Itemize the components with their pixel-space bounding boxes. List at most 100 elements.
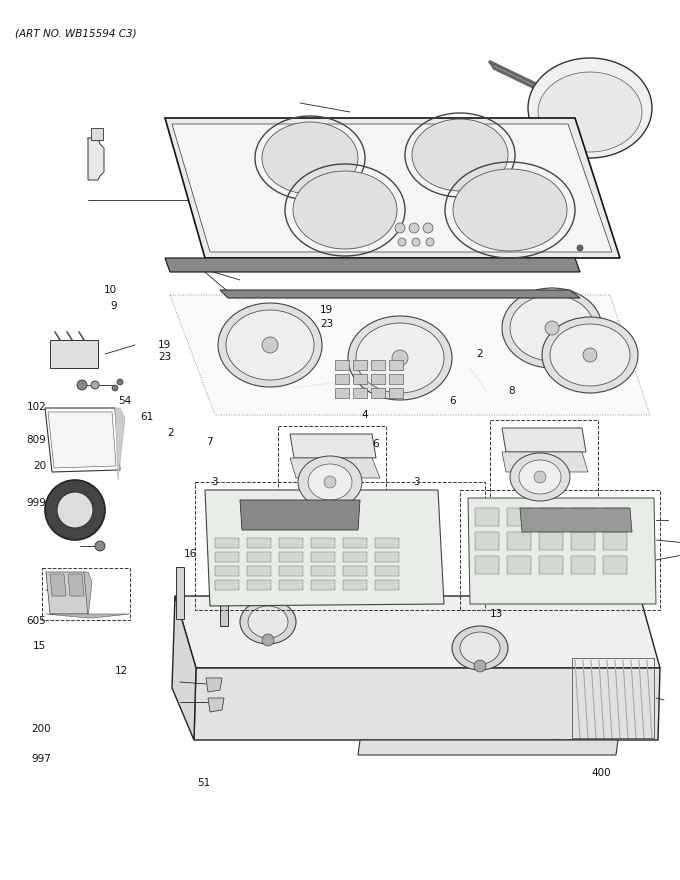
Text: 997: 997: [31, 753, 51, 764]
Bar: [343, 580, 367, 590]
Circle shape: [91, 381, 99, 389]
Circle shape: [423, 223, 433, 233]
Polygon shape: [45, 408, 120, 472]
Ellipse shape: [356, 323, 444, 393]
Text: 102: 102: [27, 401, 46, 412]
Text: 4: 4: [362, 410, 369, 421]
Bar: [215, 580, 239, 590]
Bar: [371, 388, 385, 398]
Polygon shape: [220, 290, 580, 298]
Ellipse shape: [226, 310, 314, 380]
Bar: [335, 360, 349, 370]
Bar: [460, 490, 660, 610]
Ellipse shape: [550, 324, 630, 386]
Bar: [603, 532, 627, 550]
Polygon shape: [290, 458, 380, 478]
Bar: [389, 360, 403, 370]
Text: 605: 605: [27, 616, 46, 627]
Text: 3: 3: [211, 477, 218, 488]
Text: 2: 2: [167, 428, 173, 438]
Ellipse shape: [528, 58, 652, 158]
Bar: [278, 426, 386, 534]
Ellipse shape: [262, 122, 358, 194]
Bar: [42, 568, 130, 620]
Ellipse shape: [510, 295, 594, 361]
Bar: [475, 556, 499, 574]
Bar: [353, 374, 367, 384]
Ellipse shape: [412, 119, 508, 191]
Polygon shape: [175, 596, 660, 668]
Polygon shape: [194, 668, 660, 740]
Ellipse shape: [453, 169, 567, 251]
Bar: [335, 374, 349, 384]
Bar: [507, 556, 531, 574]
Text: 600: 600: [454, 260, 474, 271]
Polygon shape: [502, 452, 588, 472]
Circle shape: [395, 223, 405, 233]
Bar: [371, 374, 385, 384]
Circle shape: [112, 385, 118, 391]
Text: 6: 6: [373, 438, 379, 449]
Text: 15: 15: [33, 641, 46, 651]
Polygon shape: [206, 678, 222, 692]
Bar: [91, 128, 103, 140]
Polygon shape: [115, 408, 125, 480]
Polygon shape: [290, 434, 376, 458]
Circle shape: [77, 380, 87, 390]
Polygon shape: [46, 572, 88, 614]
Bar: [311, 552, 335, 562]
Bar: [343, 552, 367, 562]
Polygon shape: [48, 412, 116, 468]
Text: 16: 16: [184, 549, 197, 560]
Circle shape: [262, 337, 278, 353]
Ellipse shape: [542, 317, 638, 393]
Text: 19: 19: [158, 340, 171, 350]
Text: 9: 9: [110, 301, 117, 312]
Bar: [507, 532, 531, 550]
Text: 23: 23: [320, 319, 333, 329]
Text: 3: 3: [413, 477, 420, 488]
Bar: [375, 580, 399, 590]
Ellipse shape: [298, 456, 362, 508]
Ellipse shape: [308, 464, 352, 500]
Polygon shape: [84, 572, 92, 618]
Bar: [311, 580, 335, 590]
Ellipse shape: [218, 303, 322, 387]
Bar: [343, 538, 367, 548]
Bar: [311, 566, 335, 576]
Bar: [375, 538, 399, 548]
Bar: [215, 552, 239, 562]
Bar: [195, 482, 485, 610]
Bar: [215, 566, 239, 576]
Bar: [539, 532, 563, 550]
Circle shape: [583, 348, 597, 362]
Text: 10: 10: [104, 285, 117, 296]
Bar: [603, 556, 627, 574]
Text: 51: 51: [197, 778, 210, 788]
Ellipse shape: [452, 626, 508, 670]
Text: 200: 200: [31, 723, 51, 734]
Bar: [375, 552, 399, 562]
Bar: [389, 374, 403, 384]
Bar: [475, 532, 499, 550]
Ellipse shape: [538, 72, 642, 152]
Polygon shape: [502, 428, 586, 452]
Circle shape: [412, 238, 420, 246]
Circle shape: [577, 245, 583, 251]
Bar: [247, 552, 271, 562]
Circle shape: [262, 634, 274, 646]
Text: 8: 8: [509, 385, 515, 396]
Text: 2: 2: [476, 348, 483, 359]
Text: 54: 54: [118, 396, 131, 407]
Bar: [572, 658, 654, 738]
Text: 61: 61: [141, 412, 154, 422]
Circle shape: [426, 238, 434, 246]
Text: 400: 400: [592, 767, 611, 778]
Bar: [279, 552, 303, 562]
Bar: [176, 567, 184, 619]
Circle shape: [534, 471, 546, 483]
Bar: [571, 508, 595, 526]
Bar: [475, 508, 499, 526]
Text: 12: 12: [115, 665, 128, 676]
Ellipse shape: [460, 632, 500, 664]
